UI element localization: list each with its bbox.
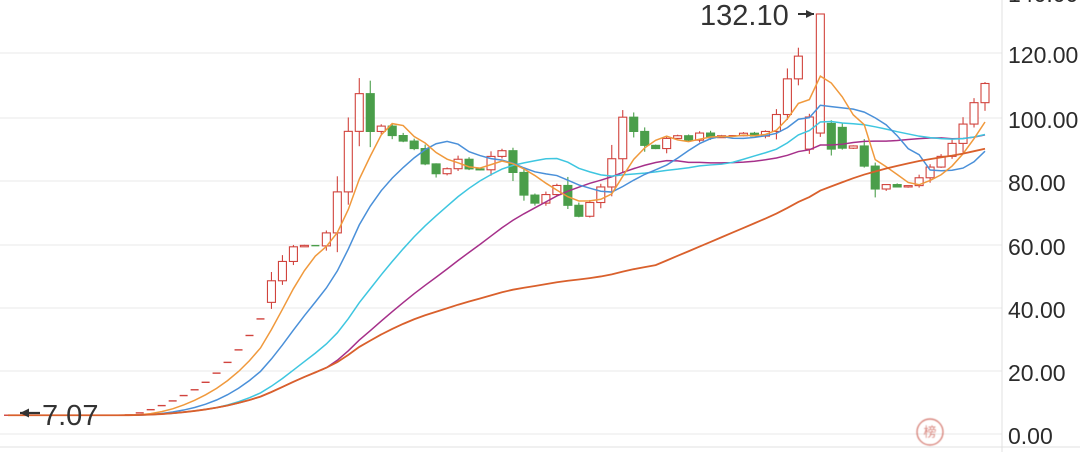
svg-text:榜: 榜 bbox=[923, 425, 936, 440]
